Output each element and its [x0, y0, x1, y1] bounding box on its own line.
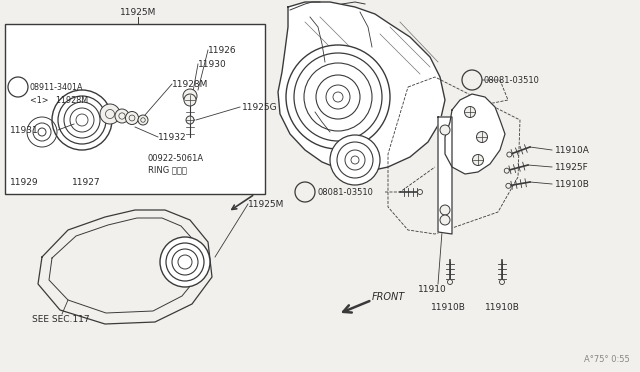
Circle shape [440, 205, 450, 215]
Text: 11926: 11926 [208, 45, 237, 55]
Text: 11925F: 11925F [555, 163, 589, 171]
Circle shape [138, 115, 148, 125]
Circle shape [465, 106, 476, 118]
Circle shape [507, 152, 512, 157]
Circle shape [8, 77, 28, 97]
Circle shape [184, 94, 196, 106]
Circle shape [304, 63, 372, 131]
Text: 11930: 11930 [198, 60, 227, 68]
Circle shape [294, 53, 382, 141]
Text: 00922-5061A: 00922-5061A [148, 154, 204, 163]
Text: 11910B: 11910B [431, 302, 465, 311]
Circle shape [295, 182, 315, 202]
Circle shape [351, 156, 359, 164]
Text: 11928M: 11928M [172, 80, 209, 89]
Circle shape [417, 189, 422, 195]
Bar [5, 24, 265, 194]
Text: 11910B: 11910B [555, 180, 590, 189]
Polygon shape [438, 117, 452, 234]
Circle shape [178, 255, 192, 269]
Text: 08911-3401A: 08911-3401A [30, 83, 83, 92]
Circle shape [345, 150, 365, 170]
Circle shape [333, 92, 343, 102]
Circle shape [440, 215, 450, 225]
Circle shape [115, 109, 129, 123]
Text: N: N [15, 83, 22, 92]
Text: 11910A: 11910A [555, 145, 590, 154]
Text: 11931: 11931 [10, 125, 39, 135]
Text: 11925G: 11925G [242, 103, 278, 112]
Circle shape [316, 75, 360, 119]
Text: 11927: 11927 [72, 177, 100, 186]
Text: FRONT: FRONT [372, 292, 405, 302]
Circle shape [462, 70, 482, 90]
Circle shape [186, 116, 194, 124]
Circle shape [499, 279, 504, 285]
Text: RING リング: RING リング [148, 166, 187, 174]
Circle shape [330, 135, 380, 185]
Circle shape [160, 237, 210, 287]
Text: 11929: 11929 [10, 177, 38, 186]
Circle shape [166, 243, 204, 281]
Polygon shape [278, 2, 445, 172]
Text: B: B [469, 76, 475, 84]
Circle shape [477, 131, 488, 142]
Circle shape [506, 183, 511, 188]
Text: 11925M: 11925M [120, 7, 156, 16]
Circle shape [100, 104, 120, 124]
Circle shape [440, 125, 450, 135]
Circle shape [504, 168, 509, 173]
Circle shape [183, 89, 197, 103]
Text: 11910B: 11910B [484, 302, 520, 311]
Circle shape [326, 85, 350, 109]
Text: 11932: 11932 [158, 132, 187, 141]
Circle shape [472, 154, 483, 166]
Polygon shape [445, 94, 505, 174]
Circle shape [125, 112, 138, 125]
Text: 08081-03510: 08081-03510 [484, 76, 540, 84]
Text: 11925M: 11925M [248, 199, 284, 208]
Circle shape [447, 279, 452, 285]
Circle shape [172, 249, 198, 275]
Text: 08081-03510: 08081-03510 [318, 187, 374, 196]
Text: 11910: 11910 [418, 285, 446, 295]
Text: <1>   11928M: <1> 11928M [30, 96, 88, 105]
Text: B: B [302, 187, 308, 196]
Text: A°75° 0:55: A°75° 0:55 [584, 356, 630, 365]
Circle shape [286, 45, 390, 149]
Circle shape [337, 142, 373, 178]
Text: SEE SEC.117: SEE SEC.117 [32, 315, 90, 324]
